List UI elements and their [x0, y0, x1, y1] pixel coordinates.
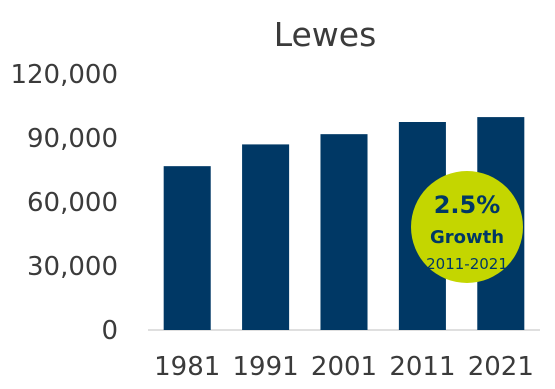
chart-title: Lewes — [274, 15, 377, 54]
growth-period: 2011-2021 — [426, 255, 508, 273]
x-tick-label: 2011 — [389, 352, 455, 382]
y-tick-label: 0 — [101, 316, 118, 346]
x-tick-label: 1981 — [154, 352, 220, 382]
x-tick-label: 2021 — [468, 352, 534, 382]
growth-label: Growth — [430, 227, 504, 248]
growth-badge-circle — [411, 171, 523, 283]
y-axis-ticks: 0 30,000 60,000 90,000 120,000 — [10, 60, 118, 346]
x-axis-ticks: 1981 1991 2001 2011 2021 — [154, 352, 534, 382]
y-tick-label: 60,000 — [27, 188, 118, 218]
x-tick-label: 2001 — [311, 352, 377, 382]
growth-badge: 2.5% Growth 2011-2021 — [411, 171, 523, 283]
bar — [242, 144, 290, 330]
y-tick-label: 30,000 — [27, 252, 118, 282]
bar — [163, 166, 211, 330]
bar — [320, 134, 368, 330]
y-tick-label: 90,000 — [27, 124, 118, 154]
x-tick-label: 1991 — [233, 352, 299, 382]
y-tick-label: 120,000 — [10, 60, 118, 90]
growth-value: 2.5% — [434, 191, 501, 219]
